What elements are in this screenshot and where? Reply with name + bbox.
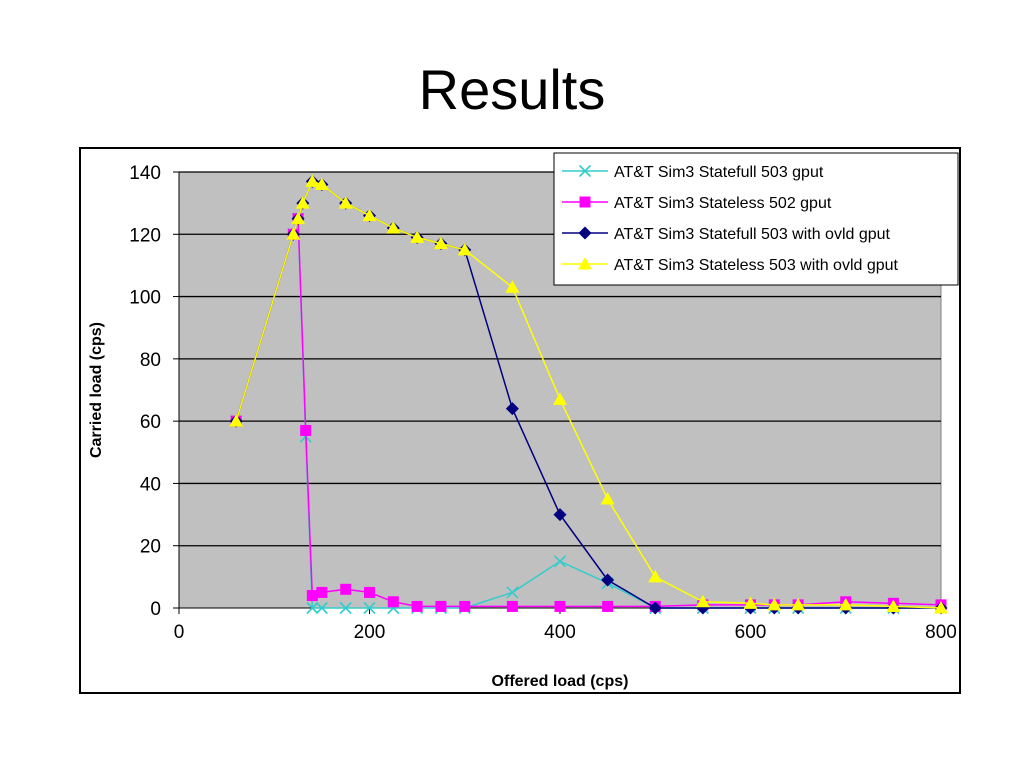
legend-item: AT&T Sim3 Statefull 503 with ovld gput xyxy=(562,226,891,243)
data-point xyxy=(305,174,320,187)
data-point xyxy=(505,280,520,293)
data-point xyxy=(695,594,710,608)
data-point xyxy=(410,230,425,243)
y-tick-label: 100 xyxy=(129,288,161,309)
data-point xyxy=(316,586,328,598)
data-point xyxy=(306,601,319,615)
data-point xyxy=(295,196,310,209)
legend-label: AT&T Sim3 Statefull 503 gput xyxy=(614,164,824,181)
data-point xyxy=(363,601,376,615)
series-layer xyxy=(229,174,948,615)
slide-title: Results xyxy=(418,58,606,121)
y-tick-label: 60 xyxy=(140,412,161,433)
y-tick-label: 40 xyxy=(140,474,161,495)
data-point xyxy=(387,596,399,608)
legend-marker xyxy=(578,257,592,270)
data-point xyxy=(506,586,519,599)
legend-box xyxy=(553,152,959,286)
legend-label: AT&T Sim3 Statefull 503 with ovld gput xyxy=(614,226,891,243)
tick-labels: 0 20 40 60 80 100 120 140 0 200 400 600 800 xyxy=(129,163,957,643)
data-point xyxy=(286,227,301,240)
data-point xyxy=(602,600,614,612)
data-point xyxy=(364,586,375,598)
x-tick-label: 0 xyxy=(174,622,185,643)
data-point xyxy=(362,208,377,222)
data-point xyxy=(314,177,329,190)
y-tick-label: 0 xyxy=(150,599,161,620)
data-point xyxy=(838,597,853,611)
data-point xyxy=(386,221,401,234)
data-point xyxy=(459,600,471,612)
data-point xyxy=(553,508,567,522)
data-point xyxy=(457,242,472,256)
y-tick-label: 140 xyxy=(129,163,161,184)
legend-item: AT&T Sim3 Stateless 502 gput xyxy=(562,195,832,212)
data-point xyxy=(339,601,352,615)
y-axis-label: Carried load (cps) xyxy=(88,322,105,458)
legend-label: AT&T Sim3 Stateless 503 with ovld gput xyxy=(614,257,899,274)
y-tick-label: 120 xyxy=(129,225,161,246)
data-point xyxy=(743,596,758,609)
data-point xyxy=(306,590,318,602)
x-tick-label: 600 xyxy=(735,622,767,643)
data-point xyxy=(934,601,948,614)
data-point xyxy=(291,211,306,225)
data-point xyxy=(411,600,423,612)
data-point xyxy=(229,414,244,427)
legend-item: AT&T Sim3 Stateless 503 with ovld gput xyxy=(562,257,899,274)
data-point xyxy=(791,597,806,611)
x-tick-label: 800 xyxy=(925,622,957,643)
chart-frame: 0 20 40 60 80 100 120 140 0 200 400 600 800 Offered … xyxy=(79,147,961,694)
data-point xyxy=(886,599,901,612)
data-point xyxy=(505,402,519,416)
x-tick-label: 200 xyxy=(354,622,386,643)
legend-marker xyxy=(578,226,592,240)
data-point xyxy=(553,392,567,405)
data-point xyxy=(338,196,353,209)
legend-marker xyxy=(578,164,592,178)
data-point xyxy=(553,555,567,568)
legend-item: AT&T Sim3 Statefull 503 gput xyxy=(562,164,824,181)
data-point xyxy=(315,601,328,615)
data-point xyxy=(601,573,615,587)
legend-marker xyxy=(579,196,591,208)
legend-label: AT&T Sim3 Stateless 502 gput xyxy=(614,195,832,212)
data-point xyxy=(300,424,312,436)
legend: AT&T Sim3 Statefull 503 gput AT&T Sim3 St… xyxy=(553,152,959,286)
data-point xyxy=(506,600,518,612)
y-tick-label: 80 xyxy=(140,350,161,371)
y-tick-label: 20 xyxy=(140,537,161,558)
data-point xyxy=(648,601,662,615)
x-tick-label: 400 xyxy=(544,622,576,643)
series-4 xyxy=(229,174,948,614)
data-point xyxy=(433,236,448,250)
data-point xyxy=(340,583,352,595)
data-point xyxy=(435,600,447,612)
data-point xyxy=(600,492,615,505)
data-point xyxy=(648,569,663,583)
data-point xyxy=(767,597,782,611)
line-chart: 0 20 40 60 80 100 120 140 0 200 400 600 800 Offered … xyxy=(88,152,959,690)
x-axis-label: Offered load (cps) xyxy=(492,673,629,690)
data-point xyxy=(554,600,566,612)
